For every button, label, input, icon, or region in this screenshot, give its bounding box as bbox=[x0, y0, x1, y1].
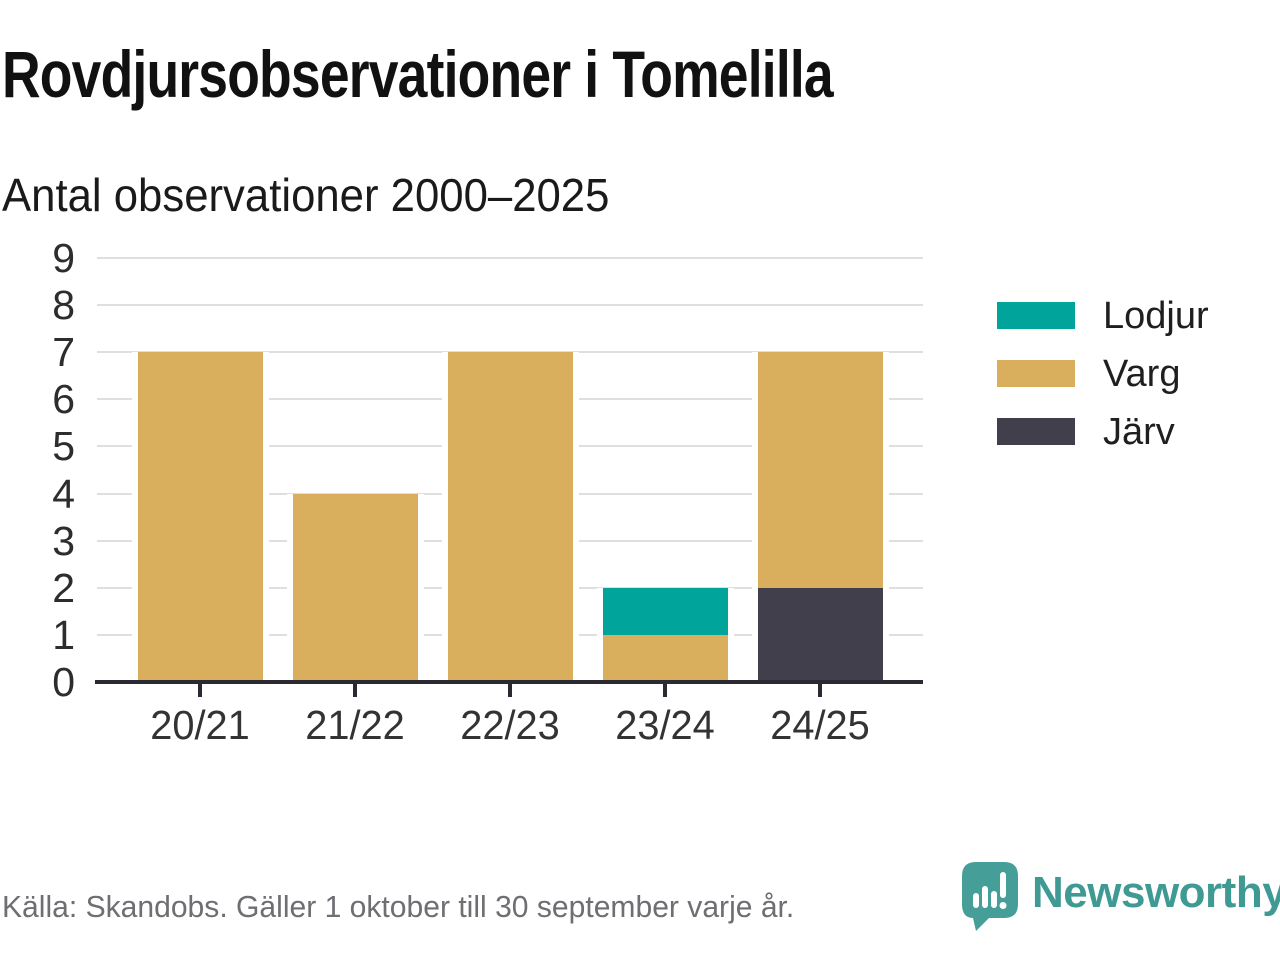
gridline bbox=[97, 257, 923, 259]
legend-swatch bbox=[997, 302, 1075, 329]
legend-item: Varg bbox=[997, 355, 1209, 393]
newsworthy-branding: Newsworthy bbox=[962, 862, 1280, 932]
x-tick-label: 20/21 bbox=[150, 702, 250, 748]
y-tick-label: 1 bbox=[52, 612, 75, 658]
legend: Lodjur Varg Järv bbox=[997, 297, 1209, 476]
x-tick-label: 21/22 bbox=[305, 702, 405, 748]
y-tick-label: 9 bbox=[52, 235, 75, 281]
legend-swatch bbox=[997, 418, 1075, 445]
newsworthy-wordmark: Newsworthy bbox=[1032, 868, 1280, 917]
y-tick-label: 8 bbox=[52, 282, 75, 328]
y-tick-label: 6 bbox=[52, 376, 75, 422]
x-axis-tick bbox=[508, 684, 512, 697]
x-axis-tick bbox=[198, 684, 202, 697]
x-tick-label: 23/24 bbox=[615, 702, 715, 748]
y-tick-label: 4 bbox=[52, 471, 75, 517]
chart-title: Rovdjursobservationer i Tomelilla bbox=[2, 37, 834, 111]
legend-swatch bbox=[997, 360, 1075, 387]
x-tick-label: 24/25 bbox=[770, 702, 870, 748]
bar-segment bbox=[286, 494, 424, 682]
y-tick-label: 5 bbox=[52, 423, 75, 469]
legend-item: Järv bbox=[997, 413, 1209, 451]
x-tick-label: 22/23 bbox=[460, 702, 560, 748]
x-axis-line bbox=[95, 680, 923, 684]
speech-bubble-bar-chart-icon bbox=[962, 862, 1018, 931]
chart-subtitle: Antal observationer 2000–2025 bbox=[2, 169, 610, 221]
bar-segment bbox=[596, 588, 734, 635]
x-axis-tick bbox=[353, 684, 357, 697]
x-axis-tick bbox=[818, 684, 822, 697]
bar-segment bbox=[751, 352, 889, 588]
bar-segment bbox=[596, 635, 734, 682]
y-tick-label: 7 bbox=[52, 329, 75, 375]
bar-segment bbox=[131, 352, 269, 682]
legend-label: Lodjur bbox=[1103, 294, 1209, 337]
gridline bbox=[97, 304, 923, 306]
x-axis-tick bbox=[663, 684, 667, 697]
source-note: Källa: Skandobs. Gäller 1 oktober till 3… bbox=[2, 889, 795, 924]
legend-label: Varg bbox=[1103, 352, 1181, 395]
y-tick-label: 2 bbox=[52, 565, 75, 611]
y-tick-label: 0 bbox=[52, 659, 75, 705]
legend-label: Järv bbox=[1103, 410, 1175, 453]
bar-segment bbox=[441, 352, 579, 682]
y-tick-label: 3 bbox=[52, 518, 75, 564]
bar-segment bbox=[751, 588, 889, 682]
legend-item: Lodjur bbox=[997, 297, 1209, 335]
